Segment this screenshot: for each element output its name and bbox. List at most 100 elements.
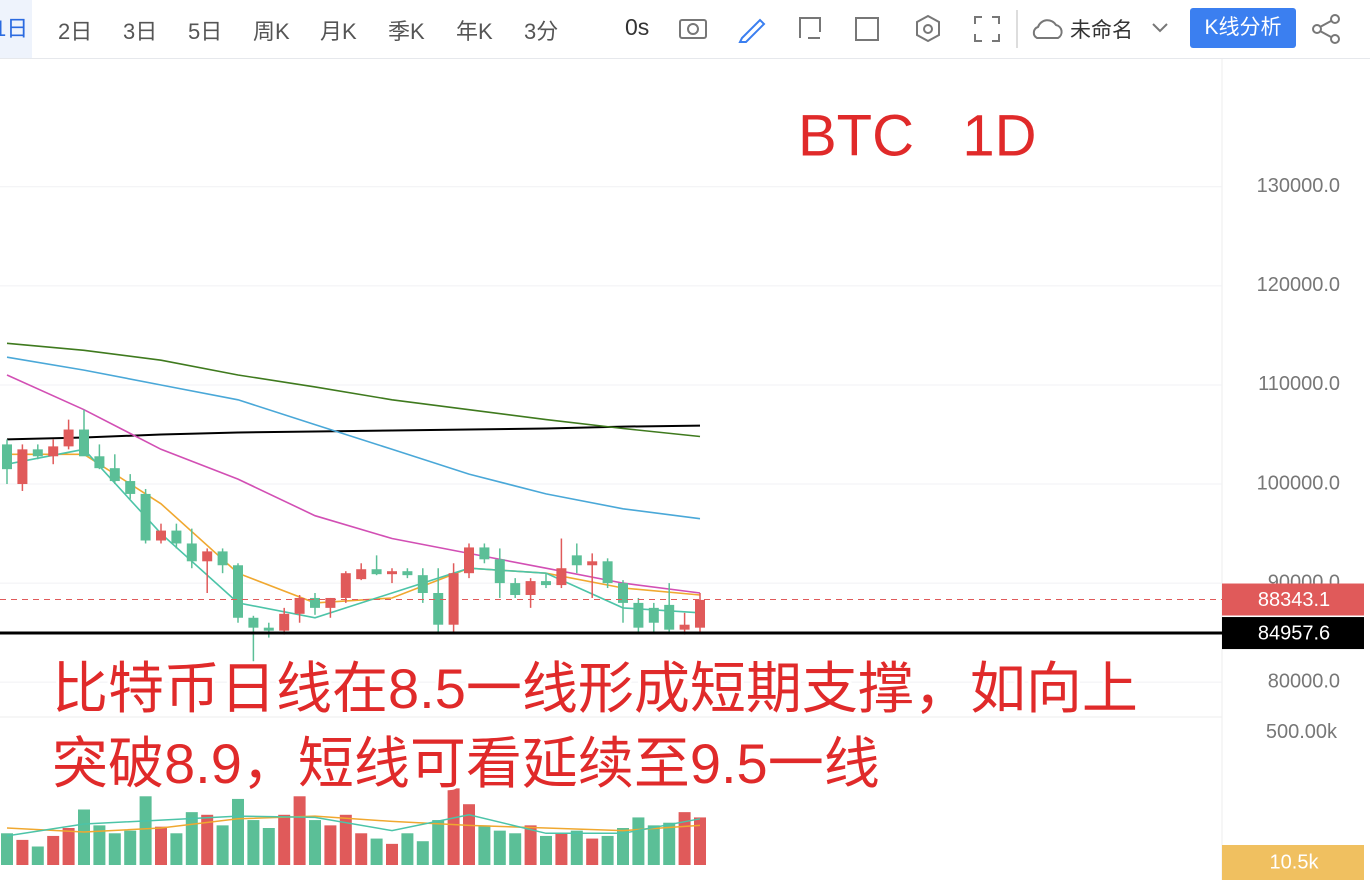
volume-bar [601,835,614,865]
candle-body [340,573,351,598]
candle-body [279,613,290,631]
candle-body [402,571,413,576]
moving-average [6,356,701,520]
candle-body [695,599,705,628]
candle-body [79,429,89,457]
interval-tab[interactable]: 2日 [58,19,93,44]
volume-bar [370,838,383,865]
volume-bar [232,798,244,865]
volume-bar [540,835,552,865]
volume-bar [647,825,660,865]
volume-bar [1,833,13,865]
candle-body [556,568,567,586]
volume-bar [324,825,337,865]
candle-body [448,573,459,625]
candle-body [618,583,628,603]
volume-bar [432,820,445,865]
candle-body [494,559,505,584]
settings-icon[interactable] [916,14,940,43]
current-volume-label: 10.5k [1270,851,1320,873]
candle-body [356,569,367,580]
price-label-box [1222,617,1364,650]
y-tick-label: 80000.0 [1268,670,1340,692]
volume-bar [493,830,506,865]
volume-bar [694,817,706,865]
volume-bar [632,817,645,865]
layout-name[interactable]: 未命名 [1070,19,1133,42]
price-label: 88343.1 [1258,589,1330,611]
draw-icon[interactable] [738,18,766,43]
candle-body [310,597,320,608]
camera-icon[interactable] [679,19,707,39]
volume-bar [617,828,629,865]
alert-icon[interactable] [855,17,879,41]
dropdown-icon[interactable] [1152,23,1168,33]
volume-bar [108,833,121,865]
candle-body [433,593,444,625]
interval-tab[interactable]: 周K [253,19,290,44]
interval-tab[interactable]: 月K [320,19,357,44]
candle-body [294,597,305,614]
volume-bar [678,812,691,865]
candle-body [664,604,675,630]
volume-tick-label: 500.00k [1266,721,1338,743]
volume-bar [124,830,137,865]
interval-tab[interactable]: 年K [456,19,493,44]
interval-tab[interactable]: 5日 [188,19,223,44]
candle-body [217,551,228,566]
chart: 80000.090000.0100000.0110000.0120000.013… [0,59,1364,880]
y-tick-label: 120000.0 [1257,274,1340,296]
fullscreen-icon[interactable] [974,16,1000,42]
candle-body [479,547,490,560]
chart-title: BTC 1D [798,103,1037,168]
volume-bar [31,846,44,865]
candle-body [587,561,598,566]
volume-ma [6,815,701,833]
y-tick-label: 130000.0 [1257,175,1340,197]
candle-body [202,551,213,562]
candle-body [648,607,659,623]
interval-tab[interactable]: 3分 [524,19,559,44]
annotation: 比特币日线在8.5一线形成短期支撑，如向上 [52,657,1138,720]
candle-body [17,449,28,485]
share-icon[interactable] [1319,20,1332,38]
interval-tab[interactable]: 季K [388,19,425,44]
candle-body [371,569,382,575]
volume-bar [278,814,291,865]
volume-bar [570,830,583,865]
volume-bar [355,833,368,865]
price-label-box [1222,583,1364,616]
price-label: 84957.6 [1258,622,1330,644]
y-tick-label: 100000.0 [1257,472,1340,494]
volume-ma [6,814,701,837]
volume-bar [386,843,398,865]
volume-bar [62,828,75,865]
interval-tab[interactable]: 3日 [123,19,158,44]
volume-bar [416,841,429,865]
volume-bar [478,825,491,865]
candle-body [140,493,151,541]
volume-bar [16,839,29,865]
candle-body [387,571,397,575]
volume-bar [93,825,106,865]
volume-bar [262,828,275,865]
timer[interactable]: 0s [625,14,650,40]
interval-tab[interactable]: 1日 [0,0,33,58]
candle-body [48,446,59,457]
volume-bar [509,833,522,865]
volume-bar [78,809,90,865]
candle-body [171,530,182,544]
candle-body [32,449,43,457]
candle-body [679,624,690,630]
analysis-button[interactable]: K线分析 [1190,8,1296,48]
candle-body [510,583,521,595]
moving-average [6,424,701,441]
candle-body [125,481,136,494]
cloud-icon[interactable] [1032,19,1063,39]
candle-body [2,444,12,470]
layout-icon[interactable] [799,17,821,39]
candle-body [156,530,166,541]
candle-body [464,547,474,574]
volume-bar [524,825,537,865]
